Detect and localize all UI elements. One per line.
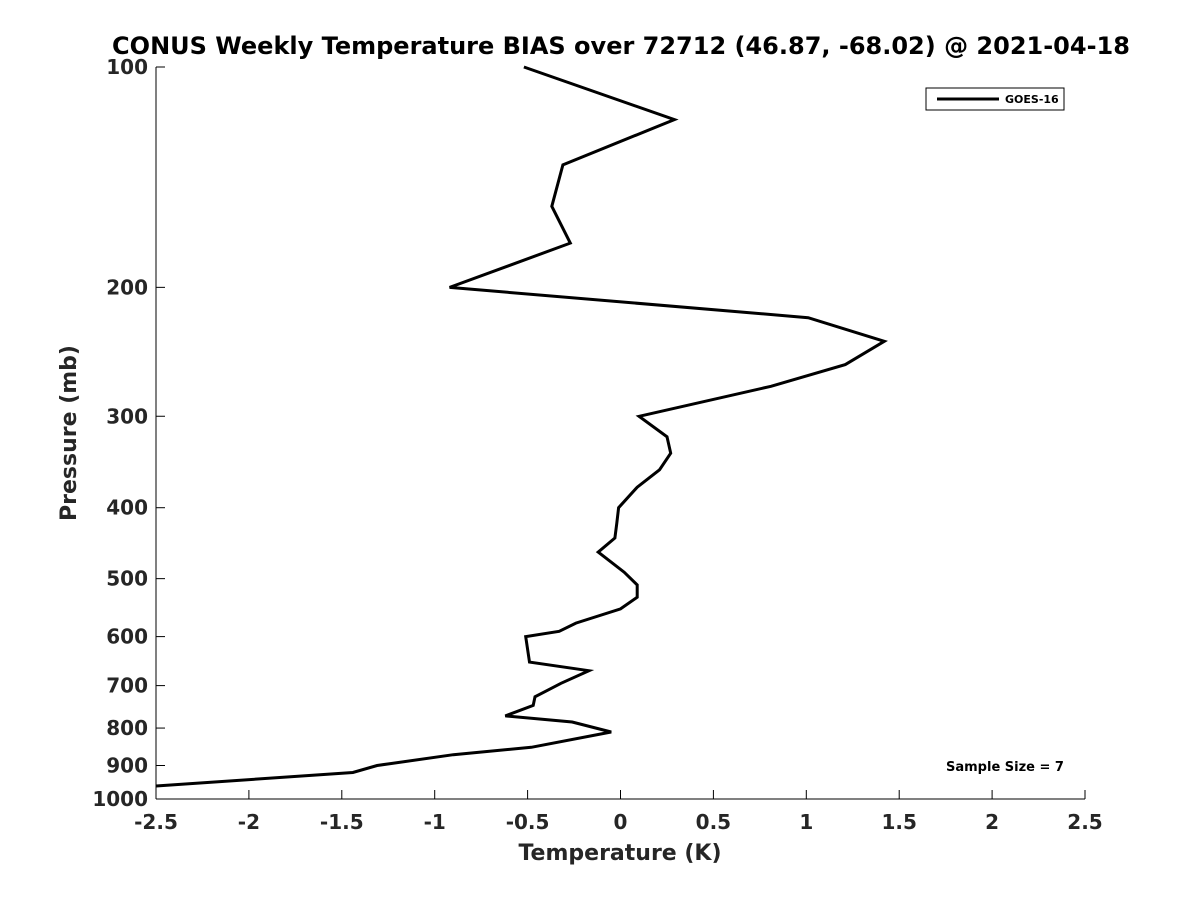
legend: GOES-16 — [925, 87, 1065, 111]
x-tick-label: 1.5 — [881, 810, 916, 834]
y-tick-label: 300 — [106, 404, 148, 428]
y-tick-label: 900 — [106, 754, 148, 778]
series-line-goes-16 — [155, 65, 888, 788]
x-tick-label: -2 — [238, 810, 260, 834]
x-axis-label: Temperature (K) — [518, 841, 721, 866]
y-ticks: 100 200 300 400 500 600 700 800 900 1000 — [92, 55, 165, 811]
x-tick-label: -1 — [424, 810, 446, 834]
x-tick-label: 2.5 — [1067, 810, 1102, 834]
y-tick-label: 200 — [106, 275, 148, 299]
y-tick-label: 600 — [106, 625, 148, 649]
x-tick-label: -0.5 — [506, 810, 550, 834]
legend-label-goes-16: GOES-16 — [1005, 93, 1059, 106]
y-tick-label: 700 — [106, 674, 148, 698]
x-ticks: -2.5 -2 -1.5 -1 -0.5 0 0.5 1 1.5 2 2.5 — [134, 790, 1103, 834]
y-tick-label: 100 — [106, 55, 148, 79]
x-tick-label: -1.5 — [320, 810, 364, 834]
y-axis-label: Pressure (mb) — [57, 345, 82, 521]
y-tick-label: 500 — [106, 567, 148, 591]
x-tick-label: 0 — [614, 810, 628, 834]
y-tick-label: 800 — [106, 716, 148, 740]
chart-title: CONUS Weekly Temperature BIAS over 72712… — [112, 32, 1130, 60]
x-tick-label: 2 — [985, 810, 999, 834]
x-tick-label: 1 — [799, 810, 813, 834]
y-tick-label: 1000 — [92, 787, 148, 811]
x-tick-label: -2.5 — [134, 810, 178, 834]
sample-size-annotation: Sample Size = 7 — [946, 760, 1064, 775]
x-tick-label: 0.5 — [696, 810, 731, 834]
y-tick-label: 400 — [106, 496, 148, 520]
series-group — [155, 65, 888, 788]
